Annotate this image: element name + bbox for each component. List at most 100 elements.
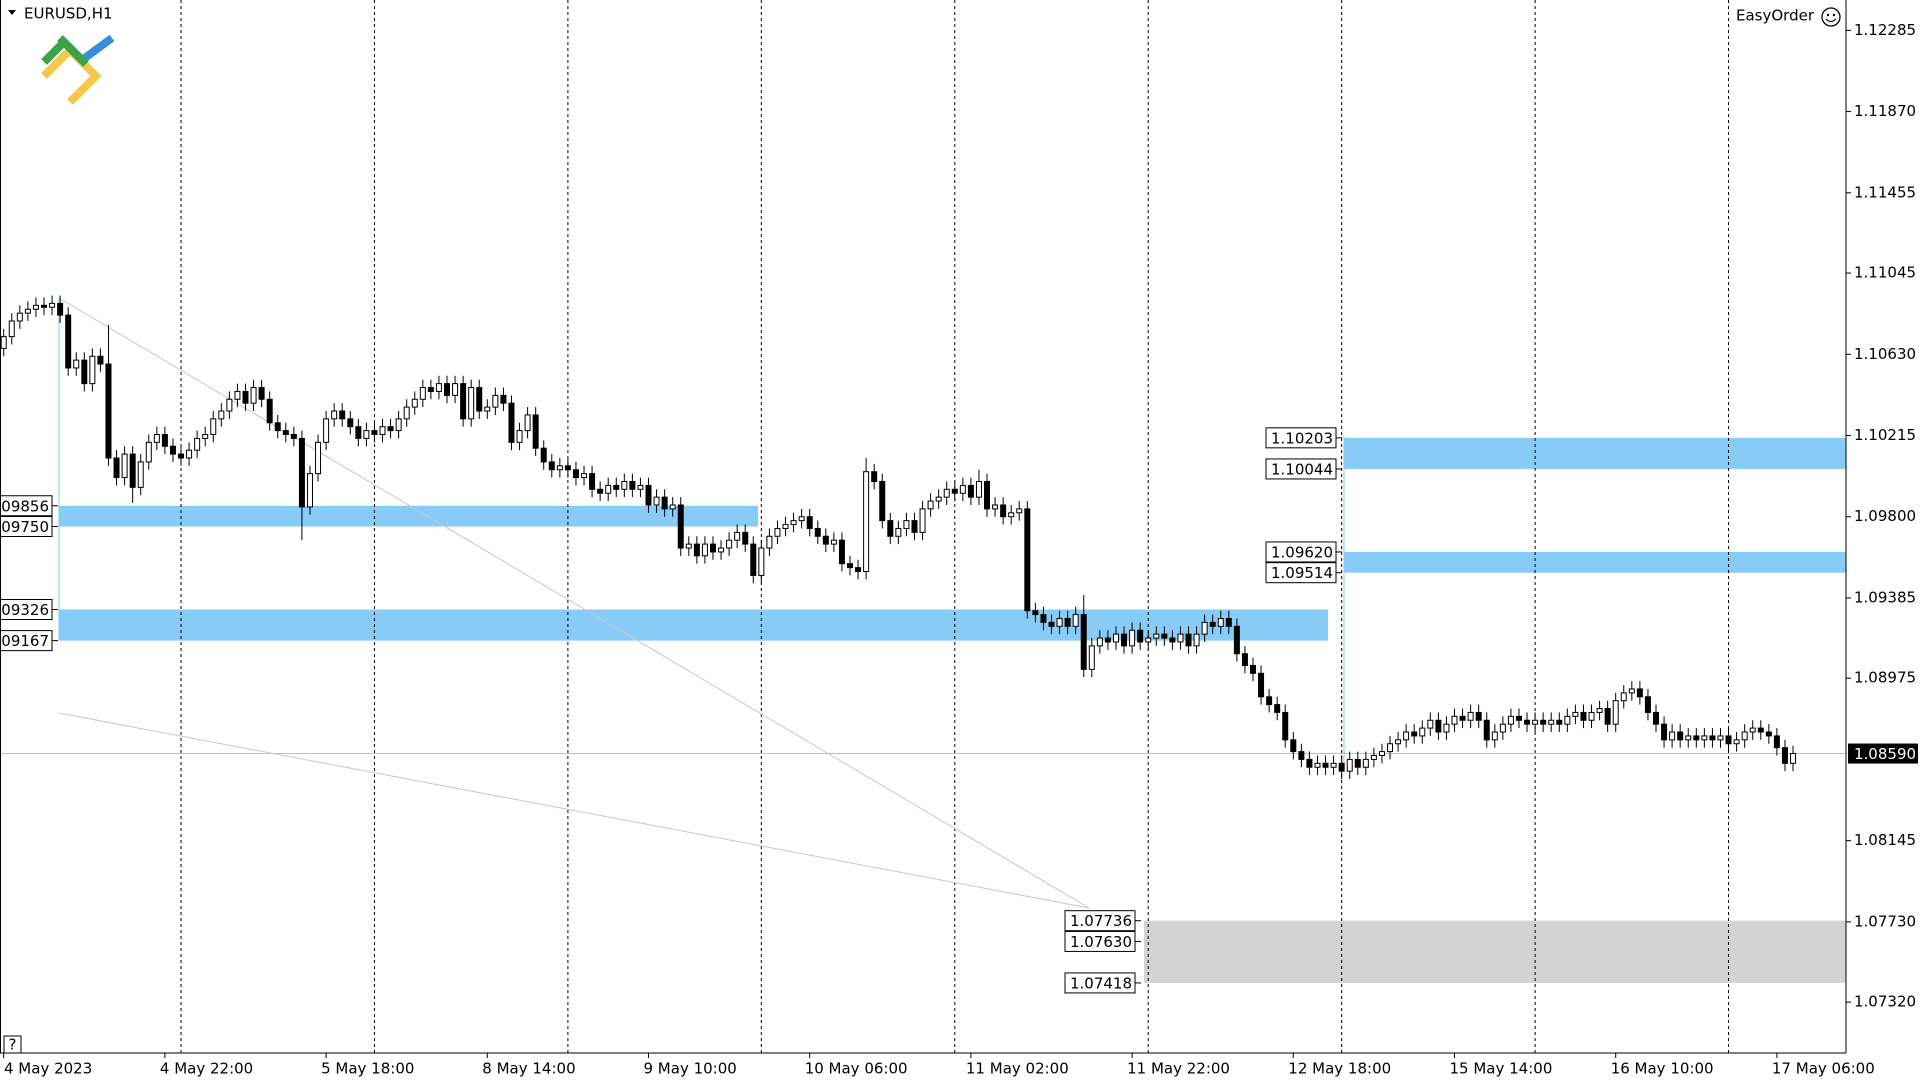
help-label[interactable]: ? (9, 1036, 17, 1054)
level-label: 1.07736 (1070, 912, 1132, 930)
candle-body (1661, 723, 1668, 741)
candle-body (1185, 633, 1192, 647)
candle-body (1056, 617, 1063, 627)
zone (59, 505, 758, 527)
candle-body (1145, 637, 1152, 643)
candle-body (1241, 653, 1248, 666)
candle-body (290, 434, 297, 439)
candle-body (218, 410, 225, 420)
candle-body (1032, 610, 1039, 616)
candle-body (1104, 637, 1111, 643)
candle-body (758, 547, 765, 576)
candle-body (460, 383, 467, 420)
candle-body (1322, 762, 1329, 768)
candle-body (1201, 621, 1208, 635)
y-tick-label: 1.08145 (1854, 831, 1916, 849)
level-label: 1.07630 (1070, 933, 1132, 951)
candle-body (1773, 735, 1780, 749)
candle-body (363, 430, 370, 439)
candle-body (677, 504, 684, 549)
candle-body (1121, 633, 1128, 647)
candle-body (822, 535, 829, 545)
candle-body (1040, 614, 1047, 623)
smiley-eye (1826, 13, 1830, 17)
candle-body (629, 480, 636, 490)
candle-body (1354, 758, 1361, 768)
candle-body (1475, 711, 1482, 721)
candle-body (1653, 711, 1659, 725)
candle-body (1685, 735, 1692, 741)
candle-body (476, 387, 483, 412)
candle-body (1250, 664, 1256, 674)
candle-body (65, 314, 72, 369)
candle-body (1419, 727, 1426, 737)
candle-body (1000, 504, 1007, 518)
candle-body (32, 304, 39, 310)
candles (0, 295, 1797, 779)
candle-body (419, 387, 426, 400)
candle-body (57, 302, 64, 316)
x-tick-label: 9 May 10:00 (644, 1060, 737, 1078)
candle-body (339, 410, 346, 420)
candle-body (1588, 711, 1595, 721)
zone (1144, 920, 1846, 983)
smiley-mouth (1825, 18, 1837, 23)
smiley[interactable] (1821, 7, 1841, 27)
candle-body (911, 520, 918, 533)
candle-body (1612, 700, 1619, 725)
candle-body (8, 320, 15, 338)
candle-body (395, 418, 402, 432)
candle-body (685, 543, 692, 549)
candle-body (169, 445, 176, 455)
candle-body (0, 336, 7, 349)
candle-body (1749, 727, 1756, 733)
candle-body (1129, 629, 1136, 647)
candle-body (605, 484, 612, 494)
candle-body (1338, 762, 1345, 772)
candle-body (959, 484, 966, 494)
candle-body (806, 516, 813, 529)
candle-body (1636, 688, 1643, 698)
candle-body (137, 461, 144, 488)
candle-body (1443, 723, 1450, 733)
candle-body (645, 484, 652, 506)
candle-body (468, 387, 475, 420)
candle-body (1153, 633, 1160, 639)
candle-body (97, 355, 104, 365)
candle-body (1233, 625, 1240, 655)
candle-body (105, 363, 112, 459)
level-label: 1.09750 (0, 518, 49, 536)
candle-body (1282, 711, 1289, 741)
candle-body (1080, 614, 1087, 670)
candle-body (637, 484, 644, 490)
candle-body (992, 504, 999, 510)
x-tick-label: 11 May 02:00 (966, 1060, 1069, 1078)
candle-body (589, 473, 596, 490)
candle-body (16, 312, 23, 322)
candle-body (1330, 762, 1337, 768)
candle-body (331, 410, 338, 420)
candle-body (250, 387, 257, 404)
candle-body (943, 488, 950, 498)
candle-body (669, 504, 676, 510)
candle-body (1217, 617, 1224, 627)
level-label: 1.09514 (1271, 564, 1333, 582)
candle-body (548, 461, 555, 471)
candle-body (1467, 711, 1474, 721)
candle-body (1741, 731, 1748, 741)
menu-arrow[interactable] (8, 10, 16, 15)
candle-body (1499, 723, 1506, 733)
candle-body (121, 453, 128, 479)
candle-body (790, 520, 797, 526)
candle-body (1378, 751, 1385, 756)
candle-body (1757, 727, 1764, 733)
easy-order-label[interactable]: EasyOrder (1736, 7, 1815, 25)
y-tick-label: 1.10630 (1854, 345, 1916, 363)
candle-body (581, 473, 588, 479)
y-tick-label: 1.10215 (1854, 426, 1916, 444)
help-button[interactable] (3, 1035, 22, 1054)
candle-body (266, 398, 273, 424)
candle-body (935, 496, 942, 502)
candle-body (1540, 719, 1547, 725)
